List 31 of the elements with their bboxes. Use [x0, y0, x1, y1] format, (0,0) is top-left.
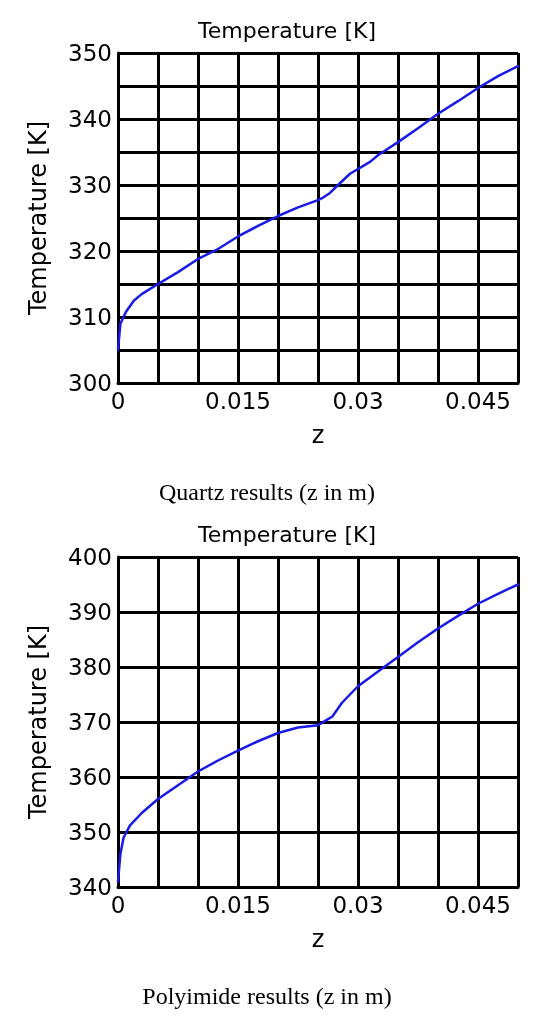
- y-tick-label: 350: [68, 819, 112, 845]
- text: Polyimide results (z in m): [142, 983, 392, 1009]
- x-tick-label: 0.045: [445, 891, 511, 918]
- y-tick-label: 370: [68, 709, 112, 735]
- x-axis-title: z: [311, 925, 325, 953]
- x-tick-label: 0: [110, 891, 126, 918]
- y-tick-label: 310: [68, 304, 112, 330]
- x-tick-label: 0.015: [205, 387, 271, 414]
- y-tick-label: 380: [68, 654, 112, 680]
- y-tick-label: 390: [68, 599, 112, 625]
- x-tick-label: 0.015: [205, 891, 271, 918]
- chart-title: Temperature [K]: [197, 17, 376, 43]
- y-tick-label: 330: [68, 172, 112, 198]
- x-tick-label: 0.03: [332, 891, 384, 918]
- y-axis-title: Temperature [K]: [24, 120, 52, 317]
- y-axis-title: Temperature [K]: [24, 624, 52, 821]
- y-tick-label: 320: [68, 238, 112, 264]
- y-tick-label: 360: [68, 764, 112, 790]
- y-tick-label: 300: [68, 370, 112, 396]
- x-tick-label: 0: [110, 387, 126, 414]
- text: Quartz results (z in m): [159, 479, 375, 505]
- y-tick-label: 340: [68, 106, 112, 132]
- chart-title: Temperature [K]: [197, 521, 376, 547]
- x-axis-title: z: [311, 421, 325, 449]
- y-tick-label: 350: [68, 40, 112, 66]
- x-tick-label: 0.03: [332, 387, 384, 414]
- line-series: [116, 583, 520, 883]
- y-tick-label: 340: [68, 874, 112, 900]
- y-tick-label: 400: [68, 544, 112, 570]
- x-tick-label: 0.045: [445, 387, 511, 414]
- line-series: [116, 64, 520, 352]
